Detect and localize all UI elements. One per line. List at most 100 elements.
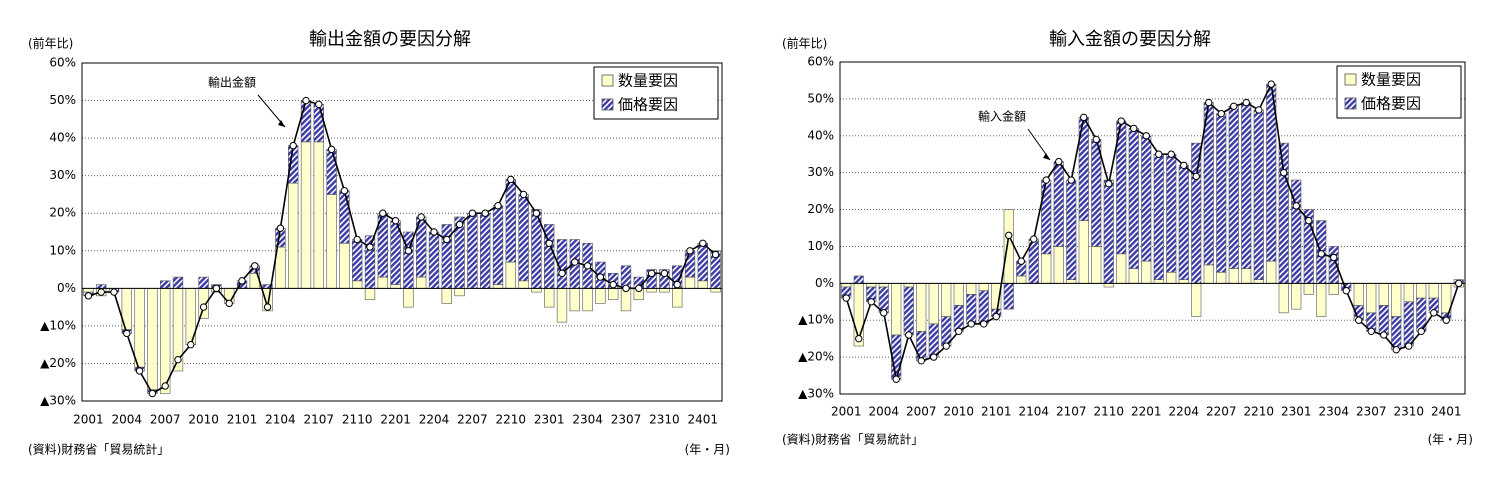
bar	[953, 305, 964, 332]
bar	[1303, 283, 1314, 295]
chart-title: 輸入金額の要因分解	[1049, 29, 1211, 50]
line-point	[1005, 231, 1013, 240]
bar	[1216, 271, 1227, 284]
x-tick-label: 2110	[342, 413, 373, 427]
x-tick-label: 2101	[227, 413, 258, 427]
line-point	[1080, 113, 1088, 122]
x-tick-label: 2307	[611, 413, 642, 427]
bar	[1253, 279, 1264, 284]
x-tick-label: 2207	[457, 413, 488, 427]
bar	[953, 283, 964, 306]
line-point	[1130, 124, 1138, 133]
line-point	[673, 280, 681, 289]
y-axis-label: (前年比)	[782, 36, 827, 51]
line-point	[711, 250, 720, 259]
line-point	[135, 367, 144, 375]
x-tick-label: 2210	[496, 413, 527, 427]
bar	[1103, 283, 1114, 288]
bar	[1378, 305, 1389, 336]
x-tick-label: 2401	[1431, 405, 1462, 419]
bar	[1153, 279, 1164, 284]
bar	[853, 275, 864, 284]
line-point	[1305, 216, 1313, 225]
bar	[544, 288, 555, 308]
line-point	[1205, 98, 1213, 107]
bar	[1178, 279, 1189, 284]
y-tick-label: 60%	[49, 56, 76, 70]
y-tick-label: 30%	[807, 165, 834, 179]
bar	[83, 288, 94, 293]
line-point	[1142, 132, 1150, 140]
legend-swatch	[1344, 73, 1357, 86]
bar	[313, 104, 324, 143]
line-point	[1430, 309, 1438, 317]
bar	[1003, 209, 1014, 284]
bar	[1141, 135, 1152, 262]
line-point	[699, 239, 707, 247]
x-tick-label: 2304	[572, 413, 603, 427]
y-tick-label: 40%	[807, 128, 834, 142]
bar	[697, 242, 708, 282]
bar	[416, 276, 427, 289]
source-note: (資料)財務省「貿易統計」	[28, 442, 169, 457]
line-point	[609, 280, 617, 289]
line-point	[1355, 316, 1363, 324]
bar	[1053, 246, 1064, 284]
x-tick-label: 2107	[1056, 405, 1087, 419]
bar	[608, 288, 619, 300]
line-point	[1392, 346, 1400, 354]
y-tick-label: 50%	[49, 93, 76, 107]
bar	[160, 280, 171, 289]
legend-label: 価格要因	[618, 96, 678, 114]
x-tick-label: 2201	[1131, 405, 1162, 419]
x-tick-label: 2401	[688, 413, 719, 427]
bar	[582, 288, 593, 312]
x-axis-label: (年・月)	[685, 443, 730, 457]
x-tick-label: 2301	[534, 413, 565, 427]
legend-label: 価格要因	[1361, 95, 1421, 113]
line-point	[84, 292, 93, 300]
line-point	[443, 235, 451, 244]
line-point	[1292, 202, 1300, 210]
x-tick-label: 2007	[150, 413, 181, 427]
y-tick-label: 20%	[49, 206, 76, 220]
source-note: (資料)財務省「貿易統計」	[782, 432, 923, 447]
bar	[1166, 153, 1177, 273]
bar	[928, 283, 939, 325]
x-tick-label: 2001	[73, 413, 104, 427]
bar	[147, 288, 158, 391]
line-point	[417, 213, 425, 221]
line-point	[1217, 109, 1225, 118]
line-point	[992, 312, 1000, 321]
bar	[595, 288, 606, 304]
line-point	[212, 284, 221, 293]
line-point	[161, 382, 169, 390]
bar	[1091, 139, 1102, 247]
line-point	[905, 331, 913, 339]
bar	[352, 239, 363, 282]
bar	[96, 284, 107, 289]
line-point	[917, 357, 925, 365]
bar	[364, 288, 376, 300]
line-point	[855, 334, 863, 343]
bar	[1078, 220, 1089, 284]
bar	[966, 283, 977, 295]
line-point	[892, 375, 900, 383]
bar	[878, 283, 889, 288]
line-point	[507, 175, 515, 184]
bar	[492, 284, 504, 289]
y-tick-label: 10%	[807, 239, 834, 253]
line-point	[174, 355, 182, 364]
bar	[891, 283, 902, 336]
bar	[441, 288, 452, 304]
bar	[326, 194, 337, 289]
y-tick-label: ▲20%	[40, 356, 76, 370]
y-tick-label: 20%	[807, 202, 834, 216]
line-point	[867, 298, 875, 306]
bar	[300, 100, 312, 143]
bar	[339, 190, 350, 244]
x-tick-label: 2010	[188, 413, 219, 427]
line-point	[251, 262, 259, 270]
x-tick-label: 2301	[1281, 405, 1312, 419]
line-point	[955, 327, 963, 335]
